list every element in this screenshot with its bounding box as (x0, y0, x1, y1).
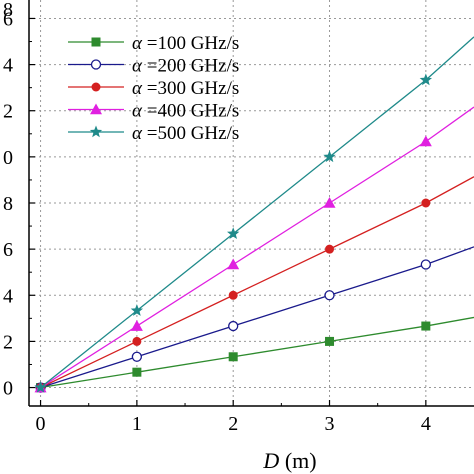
data-point-marker (89, 125, 103, 138)
data-point-marker (91, 37, 101, 47)
series-400-ghz (34, 106, 474, 393)
data-point-marker (323, 150, 336, 163)
data-point-marker (325, 244, 335, 254)
y-tick-label: 0 (3, 378, 13, 400)
legend-greek-symbol: α (132, 56, 143, 77)
data-point-marker (324, 290, 335, 301)
data-point-marker (34, 381, 47, 393)
y-tick-label: 6 (3, 239, 13, 261)
series-group (34, 36, 474, 393)
y-tick-label: 2 (3, 331, 13, 353)
data-point-marker (90, 59, 102, 70)
data-point-marker (132, 367, 142, 377)
data-point-marker (421, 198, 431, 208)
y-tick-label: 4 (3, 55, 13, 77)
series-line (40, 36, 474, 389)
grid (29, 0, 474, 406)
series-line (40, 246, 474, 389)
y-tick-label: 6 (3, 8, 13, 30)
legend-item: α =300 GHz/s (68, 78, 239, 99)
legend-value-text: =500 GHz/s (142, 123, 239, 144)
legend: α =100 GHz/sα =200 GHz/sα =300 GHz/sα =4… (68, 33, 239, 144)
legend-label: α =400 GHz/s (132, 101, 239, 122)
legend-greek-symbol: α (132, 78, 143, 99)
legend-value-text: =300 GHz/s (142, 78, 239, 99)
legend-label: α =200 GHz/s (132, 56, 239, 77)
x-axis-variable: D (262, 448, 279, 473)
series-line (40, 316, 474, 389)
x-axis-title: D (m) (262, 448, 316, 473)
legend-value-text: =200 GHz/s (142, 56, 239, 77)
data-point-marker (323, 197, 336, 208)
series-200-ghz (35, 246, 474, 393)
y-tick-label: 2 (3, 101, 13, 123)
series-500-ghz (34, 36, 474, 393)
data-point-marker (325, 336, 335, 346)
data-point-marker (91, 82, 101, 92)
y-tick-label: 4 (3, 285, 13, 307)
y-tick-label: 8 (3, 193, 13, 215)
data-point-marker (228, 352, 238, 362)
data-point-marker (90, 103, 102, 115)
x-tick-label: 3 (325, 413, 335, 435)
axes (28, 0, 474, 407)
legend-value-text: =100 GHz/s (142, 33, 239, 54)
x-tick-label: 1 (132, 413, 142, 435)
x-tick-label: 0 (36, 413, 46, 435)
x-tick-label: 2 (228, 413, 238, 435)
data-point-marker (228, 320, 239, 332)
legend-value-text: =400 GHz/s (142, 101, 239, 122)
data-point-marker (130, 320, 143, 331)
data-point-marker (132, 336, 142, 346)
y-tick-label: 8 (3, 0, 13, 21)
legend-item: α =400 GHz/s (68, 101, 239, 122)
data-point-marker (227, 227, 240, 240)
legend-item: α =200 GHz/s (68, 56, 239, 77)
data-point-marker (131, 351, 143, 362)
data-point-marker (419, 73, 433, 86)
data-point-marker (130, 304, 144, 316)
x-tick-label: 4 (421, 413, 431, 435)
series-line (40, 106, 474, 389)
legend-label: α =300 GHz/s (132, 78, 239, 99)
data-point-marker (420, 259, 431, 270)
legend-greek-symbol: α (132, 123, 143, 144)
legend-item: α =100 GHz/s (68, 33, 239, 54)
legend-greek-symbol: α (132, 33, 143, 54)
legend-greek-symbol: α (132, 101, 143, 122)
data-point-marker (419, 135, 432, 147)
series-line (40, 176, 474, 389)
legend-item: α =500 GHz/s (68, 123, 239, 144)
legend-label: α =500 GHz/s (132, 123, 239, 144)
series-100-ghz (36, 316, 474, 393)
x-axis-unit: (m) (279, 448, 316, 473)
data-point-marker (228, 290, 238, 300)
legend-label: α =100 GHz/s (132, 33, 239, 54)
y-tick-label: 0 (3, 147, 13, 169)
data-point-marker (227, 258, 240, 270)
series-300-ghz (36, 176, 474, 393)
data-point-marker (421, 321, 431, 331)
